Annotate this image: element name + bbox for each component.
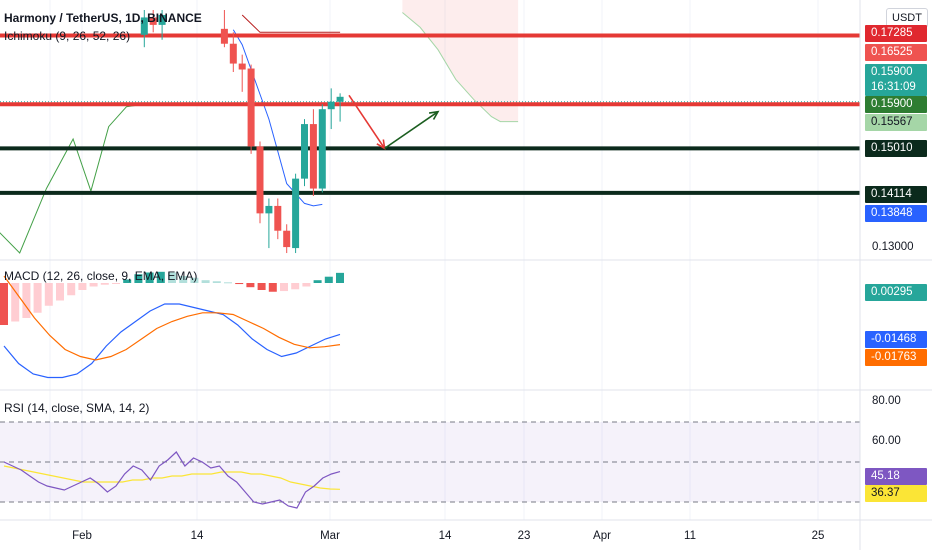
macd-histogram-bar xyxy=(145,272,154,283)
rsi-legend: RSI (14, close, SMA, 14, 2) xyxy=(4,401,150,415)
macd-histogram-bar xyxy=(212,281,221,283)
price-tag: 16:31:09 xyxy=(865,78,927,96)
time-tick-label: Mar xyxy=(320,530,340,542)
candle-body xyxy=(336,96,344,102)
macd-line xyxy=(3,303,341,379)
candle-body xyxy=(140,17,148,35)
time-tick-label: 23 xyxy=(517,530,531,542)
macd-histogram-bar xyxy=(67,283,76,296)
price-tick-label: 0.13000 xyxy=(872,241,914,254)
macd-histogram-bar xyxy=(156,271,165,283)
time-tick-label: 25 xyxy=(811,530,825,542)
macd-pane xyxy=(0,271,344,379)
projection-arrows xyxy=(348,94,440,150)
candle-body xyxy=(149,17,157,25)
macd-histogram-bar xyxy=(100,283,109,285)
candle-body xyxy=(274,205,282,231)
macd-histogram-bar xyxy=(112,283,120,284)
time-tick-label: 14 xyxy=(190,530,204,542)
price-tag: 0.14114 xyxy=(865,185,927,203)
macd-histogram-bar xyxy=(56,283,64,301)
horizontal-levels xyxy=(0,33,860,195)
symbol-title: Harmony / TetherUS, 1D, BINANCE xyxy=(4,11,202,25)
macd-histogram-bar xyxy=(336,272,344,283)
rsi-tag: 36.37 xyxy=(865,484,927,502)
macd-tag: -0.01468 xyxy=(865,330,927,348)
candle-body xyxy=(247,68,255,147)
candles xyxy=(140,10,344,254)
ichimoku-layer xyxy=(0,0,860,254)
macd-histogram-bar xyxy=(89,283,98,287)
price-tag: 0.17285 xyxy=(865,24,927,42)
macd-histogram-bar xyxy=(78,283,87,290)
macd-histogram-bar xyxy=(123,279,132,283)
macd-signal-line xyxy=(3,275,341,361)
time-tick-label: 14 xyxy=(438,530,452,542)
macd-histogram-bar xyxy=(291,283,300,290)
macd-histogram-bar xyxy=(201,280,210,283)
price-tag: 0.15567 xyxy=(865,113,927,131)
rsi-pane xyxy=(0,421,860,509)
projection-arrow xyxy=(384,111,439,150)
time-tick-label: 11 xyxy=(684,530,696,542)
price-tag: 0.16525 xyxy=(865,43,927,61)
macd-tag: 0.00295 xyxy=(865,283,927,301)
rsi-band-fill xyxy=(0,422,860,502)
rsi-ma-line xyxy=(3,465,341,490)
macd-histogram-bar xyxy=(190,277,199,283)
ichimoku-cloud-edge xyxy=(402,12,519,123)
macd-histogram-bar xyxy=(224,282,232,284)
time-tick-label: Feb xyxy=(72,530,92,542)
price-tag: 0.15010 xyxy=(865,139,927,157)
projection-arrowhead xyxy=(428,110,440,120)
macd-histogram-bar xyxy=(44,283,53,306)
macd-histogram-bar xyxy=(11,283,20,322)
macd-legend: MACD (12, 26, close, 9, EMA, EMA) xyxy=(4,269,198,283)
macd-histogram-bar xyxy=(179,276,188,283)
candle-body xyxy=(283,230,291,248)
price-tag: 0.13848 xyxy=(865,204,927,222)
ichimoku-conversion-line xyxy=(232,29,323,207)
macd-histogram-bar xyxy=(246,283,255,288)
price-tag: 0.15900 xyxy=(865,63,927,81)
candle-body xyxy=(220,28,228,44)
candle-body xyxy=(318,109,326,189)
rsi-tick-label: 60.00 xyxy=(872,435,901,447)
macd-histogram-bar xyxy=(268,283,277,292)
candle-body xyxy=(309,124,317,189)
ichimoku-legend: Ichimoku (9, 26, 52, 26) xyxy=(4,29,131,43)
price-tag: 0.15900 xyxy=(865,95,927,113)
ichimoku-cloud xyxy=(402,0,519,122)
candle-body xyxy=(327,101,335,110)
rsi-line xyxy=(3,451,341,509)
candle-body xyxy=(229,43,237,64)
macd-histogram-bar xyxy=(168,272,176,283)
time-tick-label: Apr xyxy=(593,530,611,542)
ichimoku-base-line xyxy=(241,14,341,33)
macd-histogram-bar xyxy=(324,276,333,283)
candle-body xyxy=(238,63,246,70)
rsi-tick-label: 80.00 xyxy=(872,395,901,407)
macd-histogram-bar xyxy=(134,274,143,283)
macd-histogram-bar xyxy=(0,283,8,325)
macd-histogram-bar xyxy=(22,283,31,318)
macd-histogram-bar xyxy=(313,280,322,283)
macd-histogram-bar xyxy=(257,283,266,290)
projection-arrow xyxy=(348,94,386,149)
ichimoku-lagging-span xyxy=(0,103,145,254)
macd-histogram-bar xyxy=(235,283,244,285)
candle-body xyxy=(301,124,308,179)
candle-body xyxy=(256,146,264,214)
macd-histogram-bar xyxy=(33,283,42,313)
candle-body xyxy=(158,14,166,25)
macd-histogram-bar xyxy=(280,283,288,292)
candle-body xyxy=(265,205,273,214)
macd-histogram-bar xyxy=(302,283,311,287)
rsi-tag: 45.18 xyxy=(865,467,927,485)
macd-tag: -0.01763 xyxy=(865,348,927,366)
candle-body xyxy=(292,178,300,249)
